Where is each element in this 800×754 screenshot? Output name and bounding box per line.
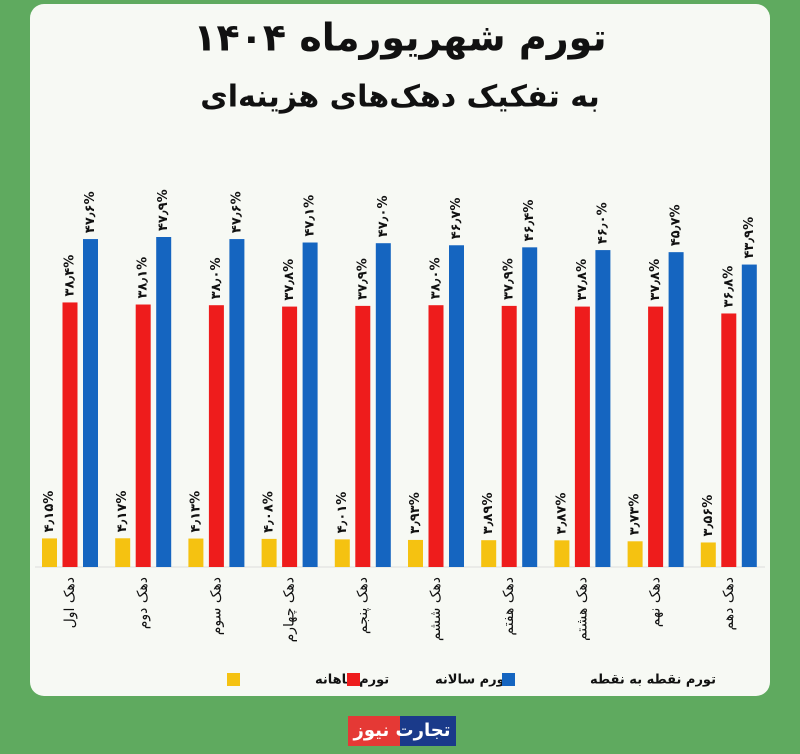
bar	[229, 239, 245, 567]
value-label: ۴٫۱۵%	[42, 491, 57, 533]
bar	[355, 305, 371, 567]
logo-red	[348, 716, 400, 746]
bar	[408, 539, 423, 567]
value-label: ۳۶٫۸%	[721, 266, 736, 308]
value-label: ۳۸٫۱%	[136, 257, 151, 299]
value-label: ۳٫۹۳%	[408, 492, 423, 534]
logo-blue	[400, 716, 456, 746]
value-label: ۴۶٫۷%	[449, 198, 464, 240]
legend-label: تورم سالانه	[435, 673, 510, 688]
value-label: ۴۳٫۹%	[742, 217, 757, 259]
bar	[375, 243, 391, 567]
value-label: ۳۷٫۸%	[648, 259, 663, 301]
bar	[574, 306, 590, 567]
bar	[449, 245, 464, 568]
bar	[302, 242, 318, 567]
bar	[188, 538, 204, 567]
x-tick-label: دهک اول	[62, 577, 78, 628]
legend-swatch	[502, 673, 515, 686]
bar	[135, 304, 151, 567]
bar	[668, 252, 684, 568]
value-label: ۴٫۱۳%	[188, 491, 203, 533]
value-label: ۳۷٫۸%	[575, 259, 590, 301]
x-tick-label: دهک هشتم	[574, 577, 590, 641]
x-tick-label: دهک هفتم	[501, 577, 517, 636]
value-label: ۳۷٫۸%	[282, 259, 297, 301]
bar	[62, 302, 78, 567]
value-label: ۳۷٫۹%	[355, 258, 370, 300]
bar	[627, 541, 643, 567]
legend-label: تورم نقطه به نقطه	[590, 673, 716, 688]
bar	[554, 540, 570, 567]
bar	[522, 247, 538, 567]
value-label: ۳٫۸۷%	[554, 493, 569, 535]
value-label: ۴٫۰۸%	[262, 491, 277, 533]
x-tick-label: دهک دهم	[721, 577, 737, 631]
bar	[428, 305, 444, 567]
x-tick-label: دهک پنجم	[355, 577, 371, 634]
legend-swatch	[227, 673, 240, 686]
x-tick-label: دهک ششم	[428, 577, 444, 641]
bar	[648, 306, 664, 567]
bar	[595, 250, 611, 567]
value-label: ۳۸٫۴%	[63, 255, 78, 297]
value-label: ۳٫۷۳%	[628, 494, 643, 536]
bar	[700, 542, 716, 567]
x-tick-label: دهک نهم	[648, 577, 664, 627]
value-label: ۴۷٫۱%	[303, 195, 318, 237]
value-label: ۴۶٫۰%	[595, 202, 610, 244]
value-label: ۳۸٫۰%	[429, 258, 444, 300]
value-label: ۴۵٫۷%	[669, 204, 684, 246]
legend-swatch	[347, 673, 360, 686]
value-label: ۳۸٫۰%	[209, 258, 224, 300]
value-label: ۳۷٫۹%	[502, 258, 517, 300]
value-label: ۳٫۵۶%	[701, 495, 716, 537]
value-label: ۴۷٫۹%	[156, 189, 171, 231]
x-tick-label: دهک دوم	[135, 577, 151, 629]
logo: تجارت نیوز	[353, 720, 451, 741]
bar	[334, 539, 350, 567]
bar	[83, 239, 98, 567]
bar	[156, 237, 172, 567]
bar	[261, 538, 277, 567]
bar	[481, 540, 497, 567]
value-label: ۴٫۰۱%	[335, 492, 350, 534]
value-label: ۴۷٫۰%	[376, 195, 391, 237]
value-label: ۳٫۸۹%	[481, 492, 496, 534]
bar	[42, 538, 57, 567]
value-label: ۴٫۱۷%	[115, 491, 130, 533]
bar	[282, 306, 298, 567]
value-label: ۴۷٫۶%	[83, 191, 98, 233]
x-tick-label: دهک سوم	[208, 577, 224, 635]
chart-subtitle: به تفکیک دهک‌های هزینه‌ای	[200, 80, 599, 115]
value-label: ۴۶٫۴%	[522, 200, 537, 242]
bar	[115, 538, 131, 567]
bar	[721, 313, 737, 567]
x-tick-label: دهک چهارم	[282, 577, 298, 642]
bar	[741, 264, 757, 567]
bar	[501, 305, 517, 567]
chart-title: تورم شهریورماه ۱۴۰۴	[193, 16, 606, 61]
bar	[208, 305, 224, 567]
value-label: ۴۷٫۶%	[229, 191, 244, 233]
